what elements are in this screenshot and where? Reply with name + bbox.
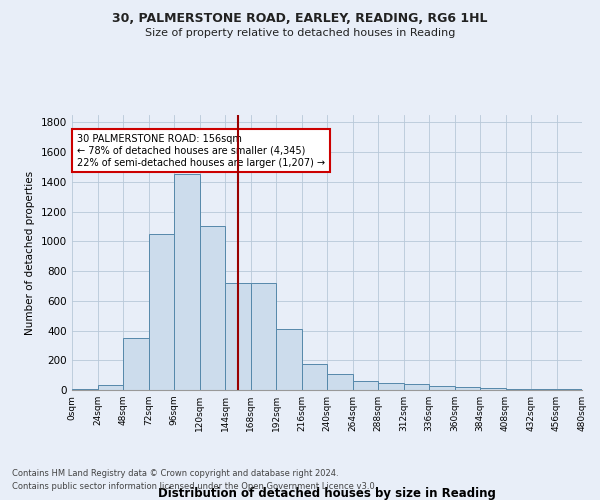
Bar bbox=[404, 384, 429, 390]
Bar bbox=[429, 386, 455, 390]
Bar bbox=[353, 381, 378, 390]
Bar bbox=[327, 374, 353, 390]
Bar bbox=[302, 364, 327, 390]
Text: Contains public sector information licensed under the Open Government Licence v3: Contains public sector information licen… bbox=[12, 482, 377, 491]
Bar bbox=[97, 385, 123, 390]
Bar bbox=[378, 384, 404, 390]
Bar bbox=[455, 388, 480, 390]
Text: 30 PALMERSTONE ROAD: 156sqm
← 78% of detached houses are smaller (4,345)
22% of : 30 PALMERSTONE ROAD: 156sqm ← 78% of det… bbox=[77, 134, 325, 168]
Y-axis label: Number of detached properties: Number of detached properties bbox=[25, 170, 35, 334]
Bar bbox=[225, 283, 251, 390]
Bar bbox=[276, 329, 302, 390]
Bar bbox=[149, 234, 174, 390]
Bar bbox=[174, 174, 199, 390]
Bar bbox=[557, 388, 582, 390]
Text: Size of property relative to detached houses in Reading: Size of property relative to detached ho… bbox=[145, 28, 455, 38]
X-axis label: Distribution of detached houses by size in Reading: Distribution of detached houses by size … bbox=[158, 487, 496, 500]
Bar bbox=[123, 338, 149, 390]
Text: 30, PALMERSTONE ROAD, EARLEY, READING, RG6 1HL: 30, PALMERSTONE ROAD, EARLEY, READING, R… bbox=[112, 12, 488, 26]
Text: Contains HM Land Registry data © Crown copyright and database right 2024.: Contains HM Land Registry data © Crown c… bbox=[12, 468, 338, 477]
Bar bbox=[251, 283, 276, 390]
Bar bbox=[199, 226, 225, 390]
Bar bbox=[480, 388, 505, 390]
